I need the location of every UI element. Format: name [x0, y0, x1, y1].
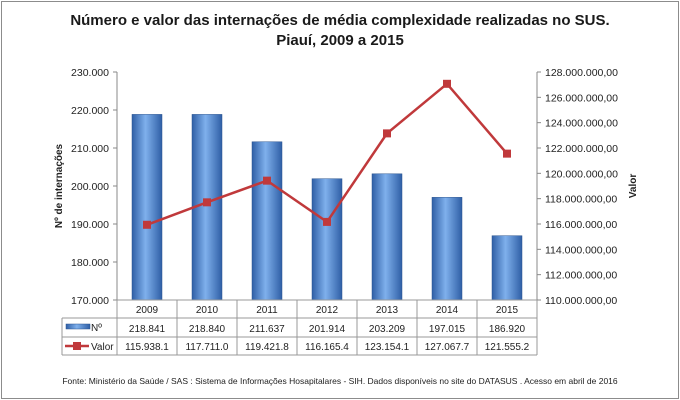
right-tick-label: 110.000.000,00	[545, 295, 617, 307]
right-tick-label: 112.000.000,00	[545, 270, 617, 282]
category-label: 2013	[376, 305, 399, 316]
left-tick-label: 170.000	[71, 295, 109, 307]
right-tick-label: 128.000.000,00	[545, 67, 618, 79]
bar-value-label: 218.841	[129, 324, 166, 335]
bar	[311, 178, 343, 301]
right-tick-label: 118.000.000,00	[545, 194, 617, 206]
bar	[431, 197, 463, 301]
valor-point	[443, 79, 451, 88]
left-tick-label: 190.000	[71, 219, 109, 231]
left-tick-label: 210.000	[71, 143, 109, 155]
bar	[251, 141, 283, 301]
line-value-label: 123.154.1	[365, 342, 410, 353]
valor-point	[203, 198, 211, 207]
category-label: 2014	[436, 305, 459, 316]
left-axis-title: Nº de internações	[54, 143, 65, 228]
source-note: Fonte: Ministério da Saúde / SAS : Siste…	[62, 376, 618, 386]
right-tick-label: 120.000.000,00	[545, 168, 618, 180]
bar-value-label: 201.914	[309, 324, 346, 335]
category-label: 2009	[136, 305, 159, 316]
valor-point	[263, 176, 271, 185]
bar	[491, 235, 523, 301]
line-value-label: 117.711.0	[185, 342, 228, 353]
category-label: 2015	[496, 305, 519, 316]
valor-point	[323, 217, 331, 226]
line-value-label: 115.938.1	[125, 342, 169, 353]
legend-line-marker	[73, 342, 81, 350]
bar-value-label: 218.840	[189, 324, 226, 335]
chart-title: Número e valor das internações de média …	[70, 12, 610, 29]
legend-bar-key	[65, 323, 91, 330]
left-tick-label: 230.000	[71, 67, 109, 79]
right-tick-label: 124.000.000,00	[545, 118, 618, 130]
line-value-label: 121.555.2	[485, 342, 530, 353]
bar-value-label: 186.920	[489, 324, 526, 335]
left-tick-label: 220.000	[71, 105, 109, 117]
legend-line-label: Valor	[91, 342, 114, 353]
right-axis-title: Valor	[628, 174, 639, 199]
line-value-label: 116.165.4	[305, 342, 349, 353]
bar-value-label: 211.637	[249, 324, 285, 335]
valor-point	[503, 149, 511, 158]
line-value-label: 119.421.8	[245, 342, 289, 353]
line-value-label: 127.067.7	[425, 342, 470, 353]
chart-subtitle: Piauí, 2009 a 2015	[276, 32, 404, 49]
right-tick-label: 114.000.000,00	[545, 244, 617, 256]
bar-value-label: 197.015	[429, 324, 466, 335]
category-label: 2010	[196, 305, 219, 316]
left-tick-label: 200.000	[71, 181, 109, 193]
valor-point	[383, 129, 391, 138]
bar-value-label: 203.209	[369, 324, 406, 335]
left-tick-label: 180.000	[71, 257, 109, 269]
right-tick-label: 126.000.000,00	[545, 92, 618, 104]
bar	[131, 114, 163, 301]
category-label: 2012	[316, 305, 339, 316]
category-label: 2011	[256, 305, 278, 316]
valor-point	[143, 220, 151, 229]
legend-bar-label: Nº	[91, 323, 102, 334]
right-tick-label: 122.000.000,00	[545, 143, 618, 155]
bar	[371, 173, 403, 301]
right-tick-label: 116.000.000,00	[545, 219, 617, 231]
